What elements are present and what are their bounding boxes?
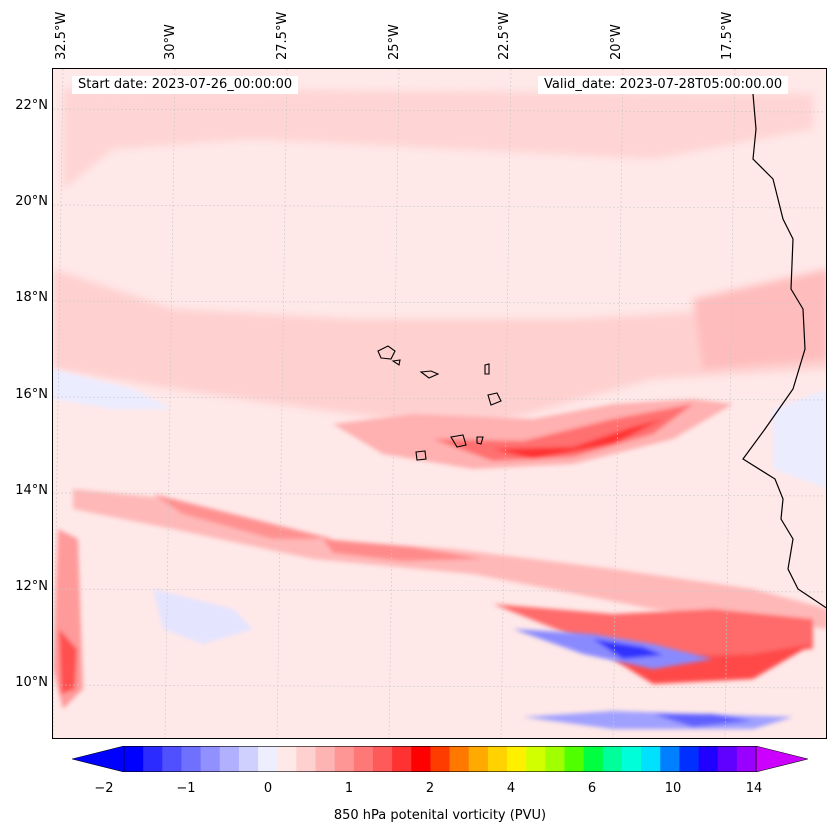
lon-label-27-5w: 27.5°W (275, 11, 290, 60)
colorbar-swatch (430, 746, 451, 772)
lat-label-20n: 20°N (15, 194, 48, 209)
colorbar-swatch (736, 746, 757, 772)
pv-northern-band (53, 89, 826, 429)
colorbar (72, 746, 808, 772)
colorbar-swatch (353, 746, 374, 772)
lat-label-14n: 14°N (15, 483, 48, 498)
colorbar-swatch (392, 746, 412, 772)
colorbar-swatch (162, 746, 182, 772)
lat-label-10n: 10°N (15, 675, 48, 690)
lat-label-18n: 18°N (15, 290, 48, 305)
colorbar-swatch (219, 746, 240, 772)
colorbar-border (123, 746, 757, 772)
colorbar-tick: −1 (176, 781, 196, 796)
cape-verde-islands (377, 345, 502, 461)
colorbar-over-arrow (755, 746, 808, 772)
colorbar-swatch (698, 746, 719, 772)
colorbar-tick: 14 (745, 781, 763, 796)
colorbar-tick: 4 (506, 781, 516, 796)
colorbar-label: 850 hPa potenital vorticity (PVU) (333, 808, 547, 823)
graticule (53, 69, 826, 738)
lon-label-22-5w: 22.5°W (497, 11, 512, 60)
lat-label-12n: 12°N (15, 579, 48, 594)
colorbar-swatch (526, 746, 546, 772)
colorbar-swatch (372, 746, 393, 772)
colorbar-swatch (277, 746, 297, 772)
pv-cape-verde-filament (333, 399, 733, 469)
colorbar-swatch (545, 746, 565, 772)
colorbar-swatch (411, 746, 431, 772)
colorbar-tick: −2 (94, 781, 114, 796)
map-panel (52, 68, 827, 739)
start-date-label: Start date: 2023-07-26_00:00:00 (72, 76, 299, 94)
colorbar-tick: 2 (425, 781, 435, 796)
colorbar-swatch (124, 746, 144, 772)
colorbar-swatch (468, 746, 489, 772)
colorbar-swatch (621, 746, 642, 772)
colorbar-swatch (641, 746, 661, 772)
colorbar-swatch (181, 746, 202, 772)
colorbar-tick: 0 (263, 781, 273, 796)
pv-negative-patches (53, 369, 826, 729)
colorbar-swatch (315, 746, 336, 772)
colorbar-swatch (143, 746, 163, 772)
lon-label-25w: 25°W (387, 24, 402, 60)
lat-label-16n: 16°N (15, 387, 48, 402)
colorbar-swatch (238, 746, 259, 772)
lat-label-22n: 22°N (15, 98, 48, 113)
colorbar-tick: 10 (664, 781, 682, 796)
colorbar-tick: 1 (344, 781, 354, 796)
colorbar-swatch (296, 746, 317, 772)
colorbar-swatch (602, 746, 623, 772)
colorbar-swatch (583, 746, 604, 772)
african-coastline (742, 93, 826, 609)
colorbar-swatch (679, 746, 700, 772)
colorbar-swatch (564, 746, 585, 772)
colorbar-swatch (660, 746, 680, 772)
lon-label-17-5w: 17.5°W (720, 11, 735, 60)
valid-date-label: Valid_date: 2023-07-28T05:00:00.00 (538, 76, 789, 94)
colorbar-swatch (200, 746, 221, 772)
lon-label-20w: 20°W (609, 24, 624, 60)
colorbar-swatch (487, 746, 508, 772)
colorbar-swatch (449, 746, 470, 772)
colorbar-swatch (258, 746, 278, 772)
pv-field-map (53, 69, 826, 738)
colorbar-swatch (334, 746, 355, 772)
colorbar-tick: 6 (587, 781, 597, 796)
pv-southern-bands (53, 489, 826, 709)
colorbar-swatch (717, 746, 738, 772)
lon-label-32-5w: 32.5°W (54, 11, 69, 60)
colorbar-swatch (507, 746, 527, 772)
lon-label-30w: 30°W (163, 24, 178, 60)
colorbar-under-arrow (72, 746, 125, 772)
